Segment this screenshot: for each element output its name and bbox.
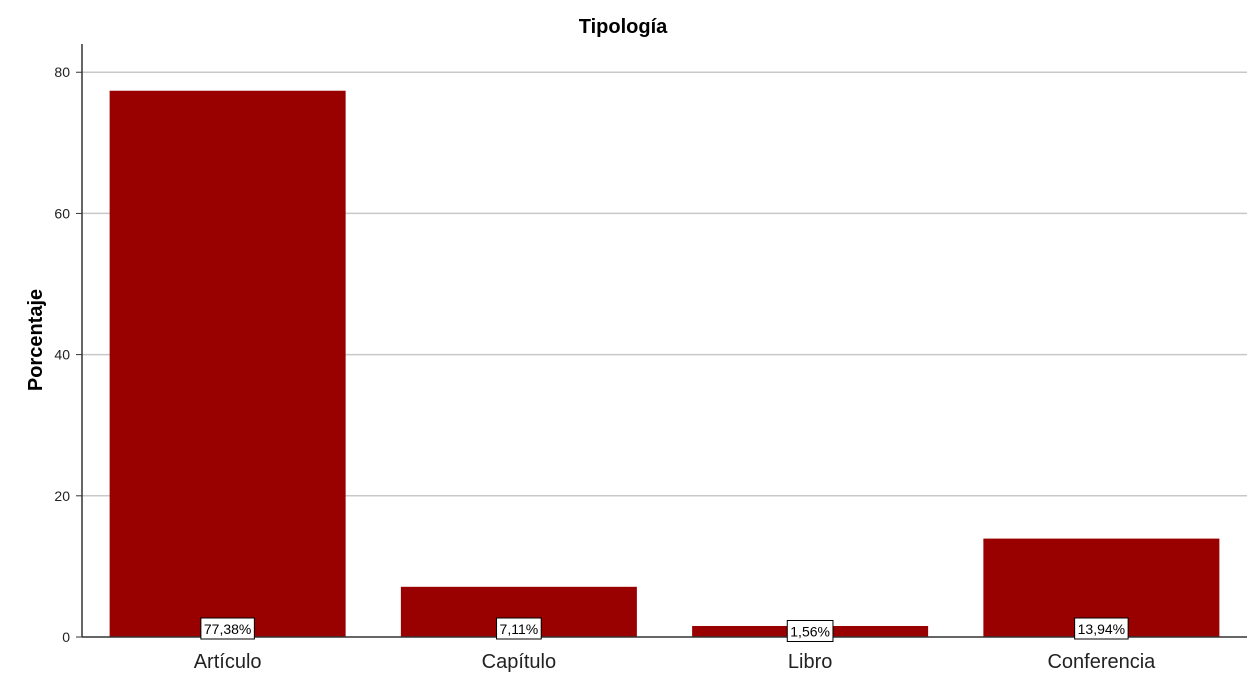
data-label-text: 7,11% (500, 621, 539, 637)
data-label: 7,11% (496, 617, 542, 640)
data-label-box (786, 619, 834, 642)
data-label-text: 77,38% (204, 621, 251, 637)
y-axis-label: Porcentaje (25, 289, 47, 391)
y-tick-label: 0 (62, 629, 70, 645)
data-label: 1,56% (786, 619, 834, 642)
data-label: 77,38% (200, 617, 255, 640)
chart-title: Tipología (579, 16, 668, 38)
x-categories: Artículo Capítulo Libro Conferencia (194, 651, 1156, 673)
y-tick-label: 20 (54, 488, 70, 504)
data-labels: 77,38% 7,11% 1,56% 13,94% (200, 617, 1129, 642)
bar (109, 90, 346, 637)
y-tick-label: 40 (54, 347, 70, 363)
data-label: 13,94% (1074, 617, 1129, 640)
x-tick-label: Capítulo (482, 651, 557, 673)
data-label-text: 13,94% (1078, 621, 1125, 637)
x-tick-label: Artículo (194, 651, 262, 673)
x-tick-label: Conferencia (1047, 651, 1156, 673)
data-label-text: 1,56% (790, 623, 830, 639)
y-tick-label: 60 (54, 205, 70, 221)
data-label-box (200, 617, 255, 640)
y-ticks: 0 20 40 60 80 (54, 64, 82, 645)
y-tick-label: 80 (54, 64, 70, 80)
bars (109, 90, 1220, 637)
data-label-box (1074, 617, 1129, 640)
axes (81, 44, 1247, 638)
x-tick-label: Libro (788, 651, 832, 673)
data-label-box (496, 617, 542, 640)
